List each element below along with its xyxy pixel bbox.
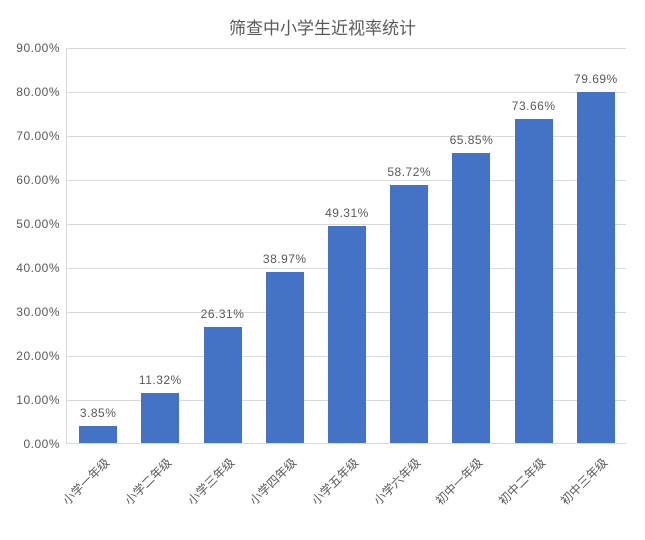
x-tick-label: 小学四年级 xyxy=(245,454,299,508)
bar-value-label: 11.32% xyxy=(139,373,182,387)
bar-slot: 58.72% xyxy=(378,165,440,443)
bar-value-label: 49.31% xyxy=(325,206,369,220)
x-tick-label: 初中一年级 xyxy=(432,454,486,508)
bar-slot: 49.31% xyxy=(316,206,378,443)
bar-slot: 38.97% xyxy=(254,252,316,443)
bar-value-label: 65.85% xyxy=(450,133,494,147)
bar-slot: 79.69% xyxy=(565,72,627,443)
bar xyxy=(452,153,490,443)
x-tick-label: 小学一年级 xyxy=(59,454,113,508)
gridline xyxy=(67,92,626,93)
bar-value-label: 79.69% xyxy=(574,72,618,86)
y-tick-label: 90.00% xyxy=(2,41,60,55)
bar xyxy=(204,327,242,443)
bar-value-label: 73.66% xyxy=(512,99,556,113)
x-tick-label: 小学二年级 xyxy=(121,454,175,508)
y-tick-label: 0.00% xyxy=(2,437,60,451)
chart-title: 筛查中小学生近视率统计 xyxy=(0,0,645,47)
bar xyxy=(266,272,304,443)
y-tick-label: 50.00% xyxy=(2,217,60,231)
y-tick-label: 60.00% xyxy=(2,173,60,187)
bar-slot: 65.85% xyxy=(440,133,502,443)
bar-slot: 73.66% xyxy=(503,99,565,443)
bar-value-label: 38.97% xyxy=(263,252,307,266)
bar-slot: 26.31% xyxy=(191,307,253,443)
y-tick-label: 20.00% xyxy=(2,349,60,363)
x-tick-label: 小学三年级 xyxy=(183,454,237,508)
x-tick-label: 初中二年级 xyxy=(494,454,548,508)
y-tick-label: 80.00% xyxy=(2,85,60,99)
bar xyxy=(79,426,117,443)
bar xyxy=(577,92,615,443)
x-tick-label: 小学五年级 xyxy=(308,454,362,508)
bar-value-label: 58.72% xyxy=(387,165,431,179)
chart-plot-area: 3.85% 11.32% 26.31% 38.97% 49.31% 58.72% 65.85… xyxy=(66,48,626,444)
x-tick-label: 初中三年级 xyxy=(556,454,610,508)
y-tick-label: 30.00% xyxy=(2,305,60,319)
bar-value-label: 3.85% xyxy=(80,406,117,420)
bar-slot: 11.32% xyxy=(129,373,191,443)
x-tick-label: 小学六年级 xyxy=(370,454,424,508)
y-tick-label: 70.00% xyxy=(2,129,60,143)
x-axis-ticks: 小学一年级小学二年级小学三年级小学四年级小学五年级小学六年级初中一年级初中二年级… xyxy=(66,448,626,538)
y-tick-label: 40.00% xyxy=(2,261,60,275)
bar-value-label: 26.31% xyxy=(201,307,245,321)
y-tick-label: 10.00% xyxy=(2,393,60,407)
gridline xyxy=(67,48,626,49)
bar xyxy=(141,393,179,443)
bar xyxy=(328,226,366,443)
bar-slot: 3.85% xyxy=(67,406,129,443)
bar xyxy=(390,185,428,443)
bar xyxy=(515,119,553,443)
